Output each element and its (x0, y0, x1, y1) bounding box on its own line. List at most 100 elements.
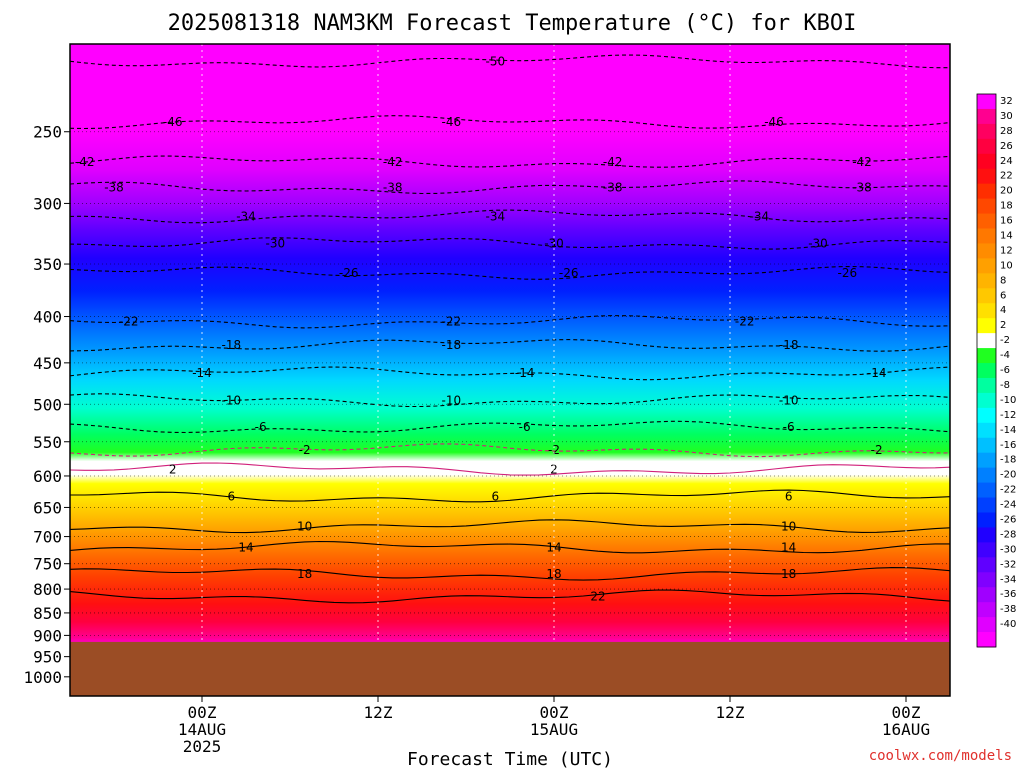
isotherm-label: -34 (236, 209, 256, 223)
colorbar-swatch (977, 572, 996, 588)
isotherm-label: -14 (192, 366, 212, 380)
isotherm-label: -38 (104, 180, 124, 194)
isotherm-line (70, 462, 950, 476)
colorbar-label: -38 (1000, 604, 1016, 615)
colorbar-swatch (977, 632, 996, 648)
y-tick-label: 850 (33, 604, 62, 623)
isotherm-label: -50 (486, 54, 506, 68)
colorbar-label: -10 (1000, 395, 1016, 406)
colorbar-label: -16 (1000, 440, 1016, 451)
x-tick-label: 15AUG (530, 720, 578, 739)
isotherm-label: -22 (735, 314, 755, 328)
colorbar-label: -34 (1000, 574, 1016, 585)
isotherm-label: -14 (515, 366, 535, 380)
colorbar-label: -28 (1000, 529, 1016, 540)
isotherm-label: -42 (603, 155, 623, 169)
colorbar-swatch (977, 557, 996, 573)
isotherm-label: 2 (169, 462, 177, 476)
isotherm-label: -14 (867, 366, 887, 380)
isotherm-line (70, 366, 950, 381)
colorbar-swatch (977, 587, 996, 603)
colorbar-label: 2 (1000, 320, 1006, 331)
colorbar-label: -26 (1000, 514, 1016, 525)
isotherm-label: -6 (783, 420, 795, 434)
isotherm-line (70, 567, 950, 581)
colorbar: 32 30 28 26 24 22 20 18 16 14 12 10 8 6 4 2 -2 -4 -6 -8 -10 -… (976, 93, 1016, 648)
y-tick-label: 600 (33, 467, 62, 486)
isotherm-label: -38 (603, 180, 623, 194)
colorbar-swatch (977, 377, 996, 394)
ground-surface (70, 641, 950, 696)
isotherm-line (70, 589, 950, 604)
isotherm-label: -34 (486, 209, 506, 223)
isotherm-label: -6 (519, 420, 531, 434)
isotherm-label: -6 (255, 420, 267, 434)
colorbar-label: -14 (1000, 425, 1016, 436)
colorbar-swatch (977, 138, 996, 155)
isotherm-label: 22 (590, 589, 605, 603)
isotherm-line (70, 489, 950, 503)
colorbar-label: 26 (1000, 141, 1013, 152)
y-axis: 250 300 350 400 450 500 550 600 650 700 750 800 850 9… (23, 123, 70, 687)
isotherm-line (70, 443, 950, 458)
colorbar-swatch (977, 407, 996, 424)
isotherm-label: 14 (781, 541, 796, 555)
y-tick-label: 750 (33, 555, 62, 574)
colorbar-label: -40 (1000, 619, 1016, 630)
colorbar-swatch (977, 348, 996, 364)
isotherm-contours: -50-46 -46 -46-42 -42 -42 -42-38 -38 -38 -38-34-… (70, 54, 950, 603)
isotherm-label: -22 (119, 314, 139, 328)
isotherm-label: 18 (781, 567, 796, 581)
colorbar-swatch (977, 617, 996, 633)
isotherm-label: 10 (297, 519, 312, 533)
colorbar-label: 6 (1000, 290, 1006, 301)
isotherm-label: -42 (75, 155, 95, 169)
isotherm-line (70, 420, 950, 434)
colorbar-label: -18 (1000, 455, 1016, 466)
y-tick-label: 450 (33, 354, 62, 373)
colorbar-label: -36 (1000, 589, 1016, 600)
colorbar-swatch (977, 602, 996, 618)
y-tick-label: 650 (33, 498, 62, 517)
isotherm-label: 18 (546, 567, 561, 581)
colorbar-label: 8 (1000, 275, 1006, 286)
colorbar-label: 10 (1000, 260, 1013, 271)
y-tick-label: 700 (33, 528, 62, 547)
colorbar-label: -2 (1000, 335, 1010, 346)
isotherm-label: -46 (764, 115, 784, 129)
isotherm-label: -38 (383, 180, 403, 194)
isotherm-label: -2 (871, 443, 883, 457)
x-tick-label: 00Z (188, 703, 217, 722)
chart-title: 2025081318 NAM3KM Forecast Temperature (… (168, 11, 857, 36)
watermark-text: coolwx.com/models (869, 748, 1012, 764)
colorbar-swatch (977, 213, 996, 230)
colorbar-label: 14 (1000, 231, 1013, 242)
isotherm-label: -26 (339, 266, 359, 280)
colorbar-label: -20 (1000, 470, 1016, 481)
isotherm-label: -2 (299, 443, 311, 457)
y-tick-label: 400 (33, 308, 62, 327)
y-tick-label: 950 (33, 648, 62, 667)
colorbar-label: -4 (1000, 350, 1010, 361)
isotherm-label: 6 (228, 489, 236, 503)
colorbar-swatch (977, 392, 996, 409)
y-tick-label: 1000 (23, 668, 62, 687)
x-tick-label: 16AUG (882, 720, 930, 739)
x-axis-label: Forecast Time (UTC) (407, 749, 613, 768)
colorbar-swatch (977, 512, 996, 528)
colorbar-label: -30 (1000, 544, 1016, 555)
y-tick-label: 300 (33, 194, 62, 213)
isotherm-label: 10 (781, 519, 796, 533)
colorbar-swatch (977, 288, 996, 304)
isotherm-label: -10 (779, 393, 799, 407)
colorbar-label: 4 (1000, 305, 1006, 316)
isotherm-line (70, 155, 950, 168)
colorbar-swatch (977, 258, 996, 274)
colorbar-label: -8 (1000, 380, 1010, 391)
isotherm-label: -46 (163, 115, 183, 129)
isotherm-label: -38 (852, 180, 872, 194)
colorbar-swatch (977, 94, 996, 110)
colorbar-swatch (977, 168, 996, 185)
colorbar-swatch (977, 183, 996, 200)
